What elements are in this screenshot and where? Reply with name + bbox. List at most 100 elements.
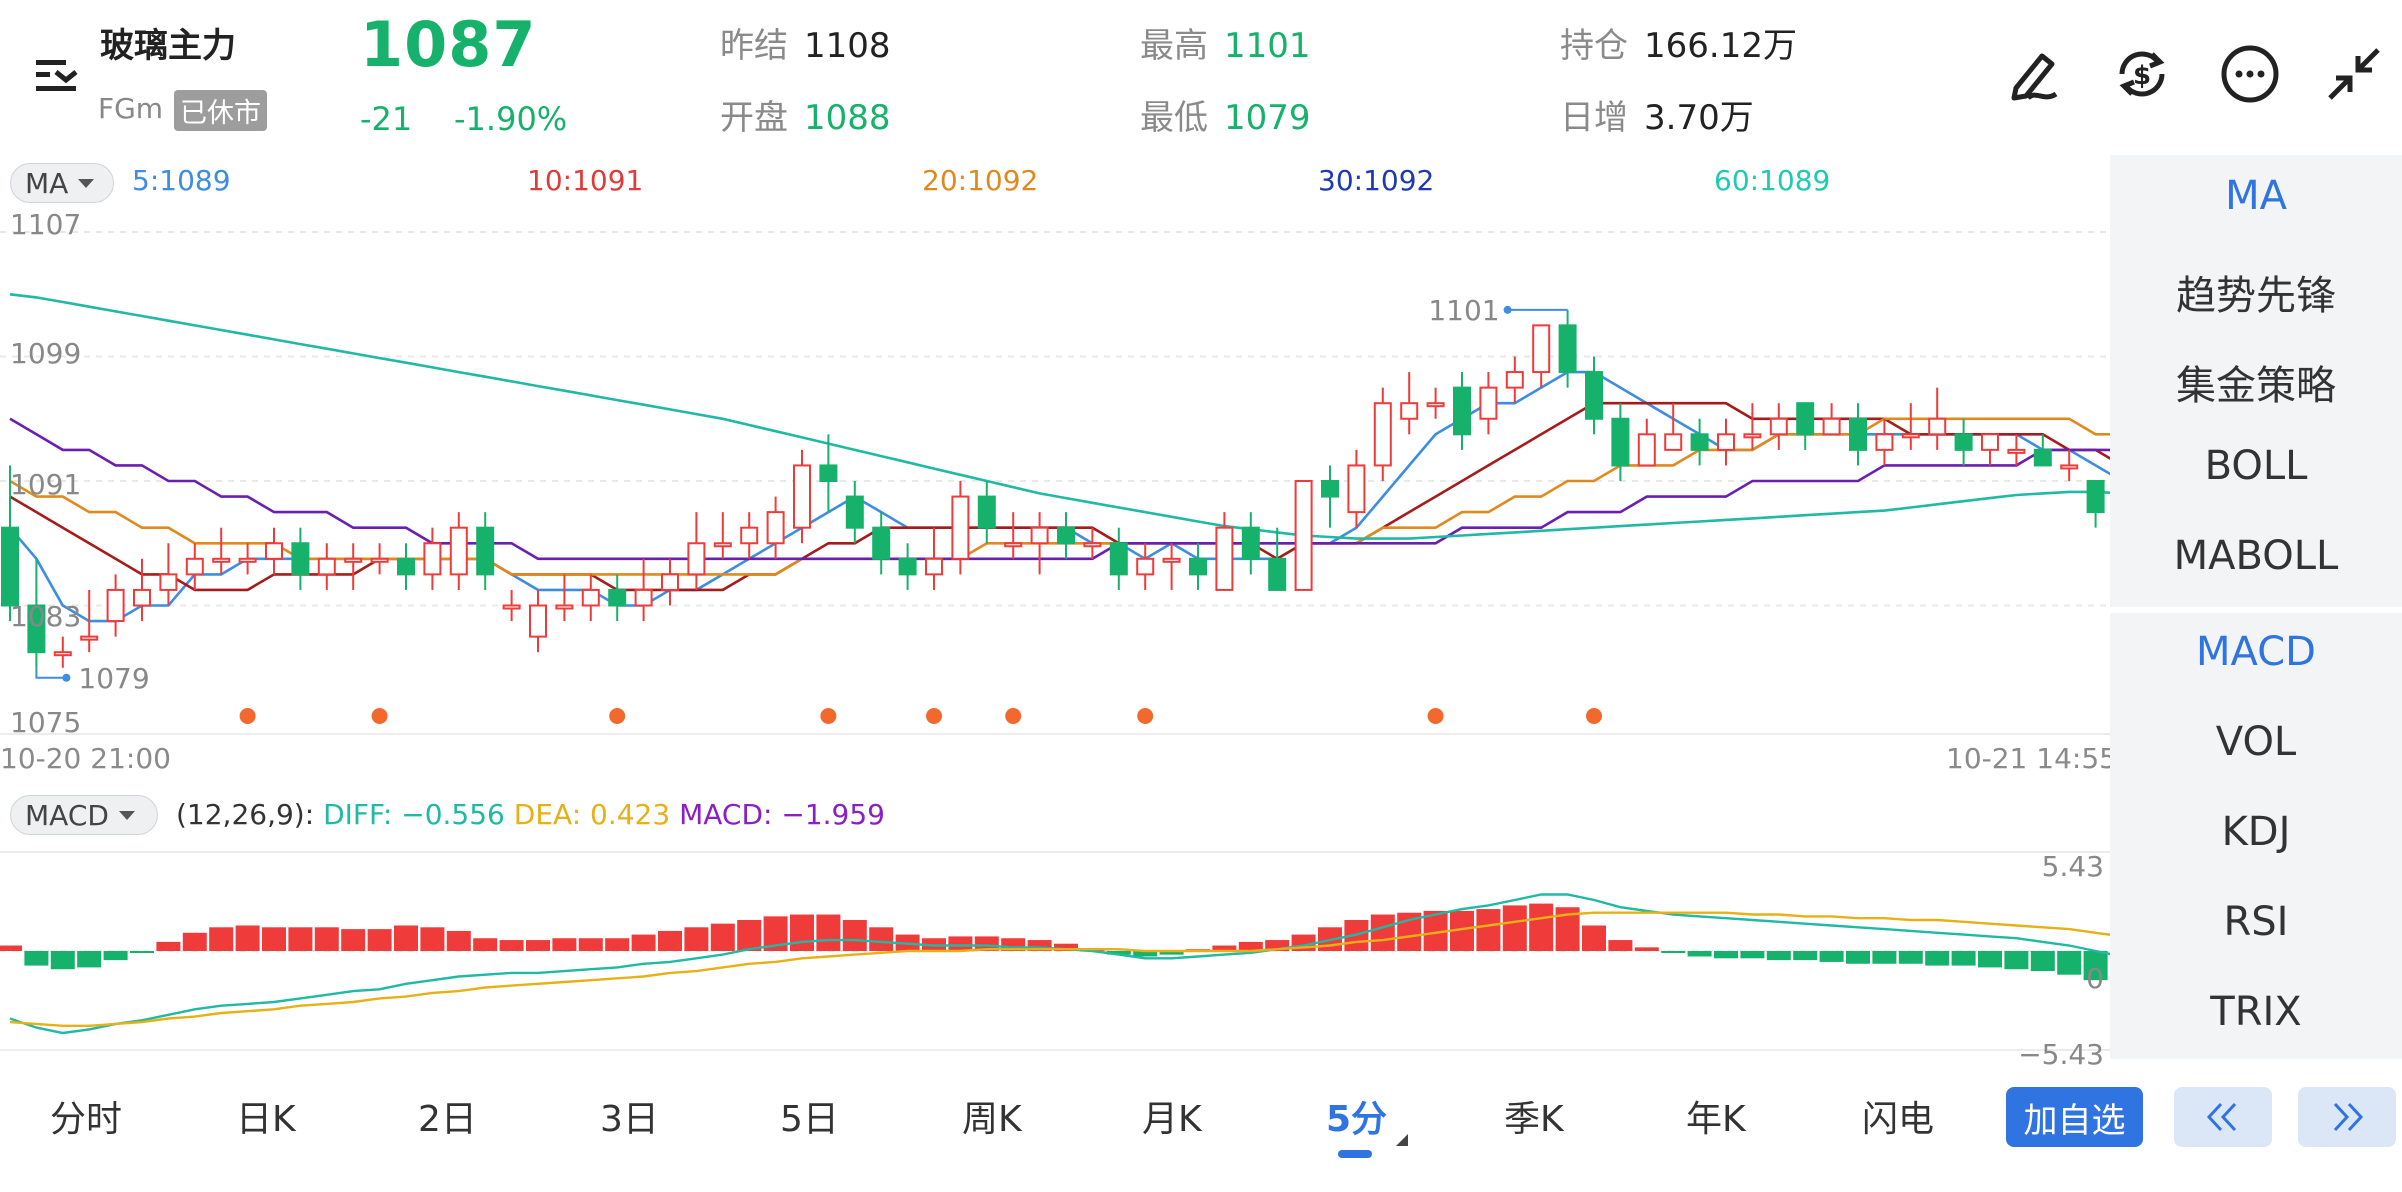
next-button[interactable] <box>2298 1087 2396 1147</box>
last-price: 1087 <box>360 8 537 81</box>
ma20-line <box>9 417 2110 576</box>
tab-5min[interactable]: 5分 <box>1326 1099 1388 1140</box>
macd-bar <box>631 934 656 951</box>
tab-2day[interactable]: 2日 <box>418 1099 477 1140</box>
candle-body <box>502 604 521 610</box>
collapse-icon[interactable] <box>2316 36 2392 112</box>
ma10-line <box>9 401 2110 592</box>
more-icon[interactable] <box>2212 36 2288 112</box>
indicator-capital[interactable]: 集金策略 <box>2176 363 2336 409</box>
main-indicator-selector[interactable]: MA <box>10 163 114 203</box>
candle-body <box>344 557 363 563</box>
macd-bar <box>2030 951 2055 972</box>
macd-bar <box>1714 951 1738 959</box>
active-tab-indicator <box>1338 1150 1372 1158</box>
axis-label-1083: 1083 <box>10 600 81 633</box>
indicator-boll[interactable]: BOLL <box>2204 443 2308 489</box>
double-chevron-right-icon <box>2333 1102 2364 1132</box>
stat-label: 最低 <box>1140 98 1208 138</box>
signal-marker <box>239 708 256 724</box>
candle-body <box>1453 386 1471 436</box>
candle-body <box>1057 526 1075 545</box>
candle-body <box>1532 324 1551 374</box>
tab-yearly[interactable]: 年K <box>1686 1099 1746 1140</box>
tab-timeshare[interactable]: 分时 <box>50 1099 123 1140</box>
prev-button[interactable] <box>2174 1087 2272 1147</box>
macd-bar <box>1661 951 1686 953</box>
candle-body <box>687 542 706 576</box>
draw-icon[interactable] <box>1996 36 2072 112</box>
candle-body <box>1954 433 1973 451</box>
macd-bar <box>1265 940 1290 951</box>
indicator-trix[interactable]: TRIX <box>2210 989 2302 1035</box>
macd-bar <box>77 951 102 968</box>
macd-axis-mid: 0 <box>2086 962 2104 995</box>
stat-label: 最高 <box>1140 26 1208 66</box>
indicator-vol[interactable]: VOL <box>2215 719 2297 765</box>
candle-body <box>1241 526 1260 560</box>
candle-body <box>185 557 204 576</box>
signal-marker <box>371 708 388 724</box>
macd-bar <box>1027 940 1052 951</box>
macd-bar <box>869 927 894 951</box>
candle-body <box>133 588 151 607</box>
tab-dropdown-icon[interactable] <box>1396 1134 1408 1146</box>
tab-3day[interactable]: 3日 <box>600 1099 659 1140</box>
status-badge: 已休市 <box>174 90 267 131</box>
add-watchlist-button[interactable]: 加自选 <box>2006 1087 2143 1147</box>
macd-bar <box>816 914 841 951</box>
tab-flash[interactable]: 闪电 <box>1862 1099 1935 1140</box>
tab-weekly[interactable]: 周K <box>962 1099 1022 1140</box>
indicator-macd[interactable]: MACD <box>2196 629 2316 675</box>
candle-body <box>766 511 785 545</box>
macd-bar <box>578 938 603 951</box>
currency-cycle-icon[interactable]: $ <box>2104 36 2180 112</box>
macd-bar <box>24 951 49 966</box>
tab-daily[interactable]: 日K <box>236 1099 296 1140</box>
candlestick-chart[interactable]: 1101 1079 1107 1099 1091 1083 1075 <box>0 210 2110 740</box>
candle-body <box>2086 480 2105 514</box>
macd-chart[interactable]: 5.43 0 −5.43 <box>0 840 2110 1070</box>
signal-marker <box>1137 708 1154 724</box>
selector-label: MACD <box>25 798 109 832</box>
ma60-line <box>9 293 2110 540</box>
candle-body <box>1505 371 1524 389</box>
macd-bar <box>552 938 577 951</box>
candle-body <box>238 557 257 563</box>
macd-params: (12,26,9): <box>176 798 315 831</box>
candle-body <box>53 651 72 657</box>
chart-grid <box>0 231 2110 735</box>
signal-marker <box>820 708 837 724</box>
candle-body <box>1690 433 1709 451</box>
indicator-rsi[interactable]: RSI <box>2223 899 2289 945</box>
macd-lines <box>9 893 2110 1035</box>
menu-icon[interactable] <box>20 36 96 112</box>
macd-bar <box>1582 925 1606 951</box>
candle-body <box>80 635 99 641</box>
indicator-maboll[interactable]: MABOLL <box>2173 533 2339 579</box>
macd-bar <box>1819 951 1844 962</box>
candle-body <box>951 495 970 560</box>
tab-quarterly[interactable]: 季K <box>1504 1099 1564 1140</box>
macd-axis-top: 5.43 <box>2042 850 2104 883</box>
high-dot <box>1503 305 1512 314</box>
ma10-value: 10:1091 <box>527 164 644 197</box>
candle-body <box>397 557 415 576</box>
macd-dea: DEA: 0.423 <box>513 798 671 831</box>
macd-values: (12,26,9): DIFF: −0.556 DEA: 0.423 MACD:… <box>176 798 885 831</box>
indicator-ma[interactable]: MA <box>2225 173 2287 219</box>
indicator-trend[interactable]: 趋势先锋 <box>2176 273 2336 319</box>
sub-indicator-selector[interactable]: MACD <box>10 795 158 835</box>
indicator-kdj[interactable]: KDJ <box>2221 809 2291 855</box>
candle-body <box>1136 557 1155 576</box>
macd-bar <box>1846 951 1870 964</box>
macd-bar <box>1608 940 1633 951</box>
candle-body <box>159 573 178 591</box>
tab-monthly[interactable]: 月K <box>1142 1099 1202 1140</box>
macd-bar <box>605 938 630 951</box>
ma30-line <box>9 417 2110 561</box>
tab-5day[interactable]: 5日 <box>780 1099 839 1140</box>
signal-marker <box>1586 708 1602 724</box>
candle-body <box>291 542 310 576</box>
axis-label-1099: 1099 <box>10 337 81 370</box>
